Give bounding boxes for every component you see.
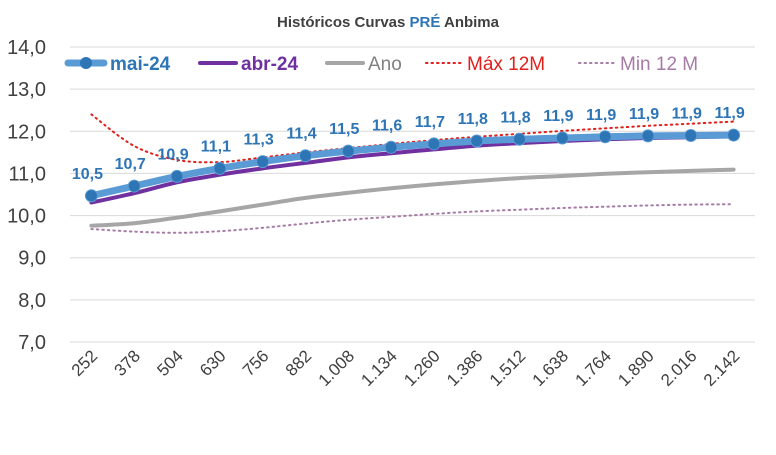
- y-tick-label: 7,0: [18, 332, 46, 354]
- data-label: 11,8: [500, 109, 530, 126]
- title-part-1: PRÉ: [410, 14, 441, 31]
- data-point-mai-24: [213, 161, 227, 175]
- x-tick-label: 1.134: [357, 346, 401, 390]
- data-point-mai-24: [298, 149, 312, 163]
- data-point-mai-24: [127, 179, 141, 193]
- series-line-m-x-12m: [90, 113, 735, 164]
- data-label: 11,1: [201, 138, 231, 155]
- data-label: 10,9: [157, 146, 188, 163]
- y-tick-label: 14,0: [7, 37, 46, 59]
- data-label: 10,7: [115, 156, 146, 173]
- title-part-0: Históricos Curvas: [277, 14, 410, 31]
- gridlines: [70, 46, 755, 343]
- y-tick-label: 9,0: [18, 248, 46, 270]
- y-tick-label: 10,0: [7, 206, 46, 228]
- data-label: 10,5: [72, 166, 103, 183]
- y-tick-label: 12,0: [7, 121, 46, 143]
- data-label: 11,6: [372, 117, 402, 134]
- y-tick-label: 13,0: [7, 79, 46, 101]
- x-tick-label: 504: [153, 346, 186, 379]
- legend-label-abr-24: abr-24: [241, 54, 298, 75]
- x-tick-label: 756: [239, 346, 272, 379]
- x-tick-label: 630: [196, 346, 229, 379]
- data-label: 11,5: [329, 121, 359, 138]
- data-point-mai-24: [384, 140, 398, 154]
- data-labels: 10,5 10,7 10,9 11,1 11,3 11,4 11,5 11,6 11,7 11,8…: [72, 105, 745, 183]
- data-point-mai-24: [684, 129, 698, 142]
- data-point-mai-24: [470, 134, 484, 148]
- x-tick-label: 1.890: [614, 346, 658, 390]
- x-tick-label: 1.260: [400, 346, 444, 390]
- data-point-mai-24: [598, 130, 612, 144]
- data-point-mai-24: [427, 137, 441, 151]
- series-line-min-12-m: [90, 203, 735, 234]
- data-label: 11,3: [244, 132, 274, 149]
- x-tick-label: 1.008: [315, 346, 359, 390]
- data-point-mai-24: [555, 131, 569, 145]
- legend-label-ano: Ano: [368, 54, 402, 75]
- legend: mai-24 abr-24 Ano Máx 12M Min 12 M: [64, 54, 698, 75]
- x-tick-label: 378: [111, 346, 144, 379]
- data-label: 11,7: [415, 114, 445, 131]
- x-tick-label: 882: [282, 346, 315, 379]
- series-layer: [84, 113, 741, 234]
- series-line-mai-24: [87, 131, 738, 200]
- y-tick-label: 8,0: [18, 290, 46, 312]
- x-axis: 252 378 504 630 756 882 1.008 1.134 1.260 1.386 1.…: [68, 346, 744, 390]
- x-tick-label: 252: [68, 346, 101, 379]
- chart-title: Históricos Curvas PRÉ Anbima: [277, 14, 500, 31]
- data-point-mai-24: [84, 189, 98, 203]
- title-part-2: Anbima: [440, 14, 499, 31]
- data-point-mai-24: [341, 144, 355, 158]
- x-tick-label: 1.638: [529, 346, 573, 390]
- data-point-mai-24: [641, 129, 655, 143]
- x-tick-label: 1.512: [486, 346, 530, 390]
- data-label: 11,8: [458, 111, 488, 128]
- data-label: 11,9: [714, 105, 744, 122]
- data-label: 11,9: [629, 106, 659, 123]
- legend-marker-mai-24: [80, 57, 92, 69]
- data-label: 11,9: [672, 106, 702, 123]
- data-label: 11,9: [586, 107, 616, 124]
- x-tick-label: 1.386: [443, 346, 487, 390]
- x-tick-label: 2.142: [700, 346, 744, 390]
- legend-label-mai-24: mai-24: [110, 54, 171, 75]
- data-point-mai-24: [727, 128, 741, 142]
- data-label: 11,4: [286, 126, 316, 143]
- x-tick-label: 1.764: [571, 346, 615, 390]
- data-point-mai-24: [170, 169, 184, 183]
- data-point-mai-24: [513, 132, 527, 146]
- legend-label-m-x-12m: Máx 12M: [467, 54, 545, 75]
- data-point-mai-24: [256, 155, 270, 169]
- x-tick-label: 2.016: [657, 346, 701, 390]
- y-tick-label: 11,0: [9, 163, 46, 185]
- y-axis: 7,0 8,0 9,0 10,0 11,0 12,0 13,0 14,0: [7, 37, 46, 354]
- data-label: 11,9: [543, 108, 573, 125]
- legend-label-min-12-m: Min 12 M: [620, 54, 698, 75]
- series-line-ano: [89, 167, 736, 228]
